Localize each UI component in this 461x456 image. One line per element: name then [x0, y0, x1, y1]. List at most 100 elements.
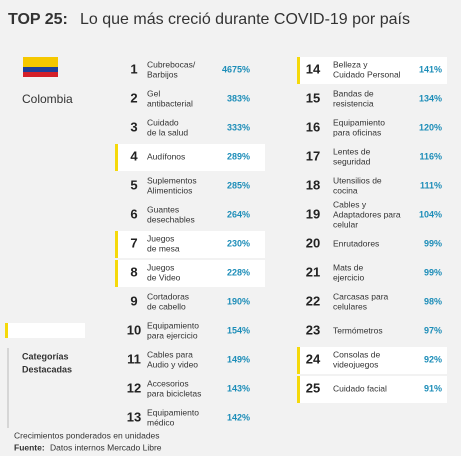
- item-value: 383%: [227, 93, 250, 103]
- item-label: para ejercicio: [147, 330, 198, 340]
- item-value: 141%: [419, 64, 442, 74]
- rank: 11: [127, 351, 141, 366]
- item-label: Carcasas para: [333, 291, 389, 301]
- rank: 3: [130, 119, 137, 134]
- legend-box: [5, 323, 85, 338]
- item-label: Cuidado Personal: [333, 69, 401, 79]
- rank: 23: [306, 322, 320, 337]
- highlight-box: [297, 347, 447, 374]
- item-label: Enrutadores: [333, 238, 379, 248]
- highlight-box: [297, 57, 447, 84]
- rank: 21: [306, 264, 320, 279]
- item-label: Guantes: [147, 204, 179, 214]
- rank: 2: [130, 90, 137, 105]
- rank: 7: [130, 235, 137, 250]
- item-label: Accesorios: [147, 378, 189, 388]
- rank: 12: [127, 380, 141, 395]
- rank: 14: [306, 61, 321, 76]
- item-value: 154%: [227, 325, 250, 335]
- item-label: desechables: [147, 214, 195, 224]
- rank: 5: [130, 177, 137, 192]
- rank: 10: [127, 322, 141, 337]
- item-value: 289%: [227, 151, 250, 161]
- rank: 16: [306, 119, 320, 134]
- item-label: ejercicio: [333, 272, 364, 282]
- highlight-bar: [115, 260, 118, 287]
- item-label: Cuidado: [147, 117, 179, 127]
- rank: 19: [306, 206, 320, 221]
- legend-text: Categorías: [22, 351, 69, 361]
- item-label: Consolas de: [333, 349, 381, 359]
- item-label: médico: [147, 417, 175, 427]
- highlight-bar: [297, 347, 300, 374]
- item-label: Audio y video: [147, 359, 198, 369]
- item-label: Audífonos: [147, 151, 185, 161]
- item-value: 149%: [227, 354, 250, 364]
- item-value: 264%: [227, 209, 250, 219]
- item-value: 91%: [424, 383, 442, 393]
- highlight-box: [115, 231, 265, 258]
- highlight-bar: [297, 376, 300, 403]
- rank: 6: [130, 206, 137, 221]
- rank: 9: [130, 293, 137, 308]
- rank: 13: [127, 409, 141, 424]
- item-label: Mats de: [333, 262, 364, 272]
- rank: 25: [306, 380, 320, 395]
- item-value: 333%: [227, 122, 250, 132]
- item-label: Adaptadores para: [333, 209, 401, 219]
- footer-source-label: Fuente:: [14, 442, 45, 452]
- item-label: seguridad: [333, 156, 371, 166]
- country: Colombia: [22, 92, 73, 106]
- title-bold: TOP 25:: [8, 11, 68, 28]
- item-value: 98%: [424, 296, 442, 306]
- item-value: 116%: [419, 151, 442, 161]
- item-label: de mesa: [147, 243, 180, 253]
- item-label: Alimenticios: [147, 185, 192, 195]
- item-value: 99%: [424, 267, 442, 277]
- rank: 8: [130, 264, 137, 279]
- item-value: 104%: [419, 209, 442, 219]
- item-label: cocina: [333, 185, 358, 195]
- item-value: 97%: [424, 325, 442, 335]
- item-label: Equipamiento: [333, 117, 385, 127]
- item-label: Cortadoras: [147, 291, 189, 301]
- item-value: 285%: [227, 180, 250, 190]
- item-value: 190%: [227, 296, 250, 306]
- highlight-bar: [115, 231, 118, 258]
- item-label: Juegos: [147, 262, 174, 272]
- rank: 17: [306, 148, 320, 163]
- item-label: para bicicletas: [147, 388, 201, 398]
- item-value: 92%: [424, 354, 442, 364]
- item-label: para oficinas: [333, 127, 381, 137]
- item-label: Cables y: [333, 199, 367, 209]
- legend-text: Destacadas: [22, 364, 72, 374]
- rank: 4: [130, 148, 138, 163]
- rank: 15: [306, 90, 320, 105]
- highlight-bar: [115, 144, 118, 171]
- item-value: 120%: [419, 122, 442, 132]
- item-label: Barbijos: [147, 69, 178, 79]
- item-value: 228%: [227, 267, 250, 277]
- flag: [23, 57, 58, 77]
- item-value: 230%: [227, 238, 250, 248]
- item-label: Gel: [147, 88, 160, 98]
- highlight-box: [297, 376, 447, 403]
- rank: 24: [306, 351, 321, 366]
- item-label: Suplementos: [147, 175, 197, 185]
- item-value: 134%: [419, 93, 442, 103]
- legend-bar: [5, 323, 8, 338]
- rank: 18: [306, 177, 320, 192]
- item-value: 99%: [424, 238, 442, 248]
- item-label: Utensilios de: [333, 175, 382, 185]
- rank: 1: [130, 61, 137, 76]
- item-label: Belleza y: [333, 59, 368, 69]
- item-label: de Video: [147, 272, 181, 282]
- footer-source: Datos internos Mercado Libre: [50, 442, 162, 452]
- item-label: videojuegos: [333, 359, 378, 369]
- item-value: 4675%: [222, 64, 250, 74]
- item-label: celulares: [333, 301, 367, 311]
- item-label: Equipamiento: [147, 320, 199, 330]
- item-label: Bandas de: [333, 88, 374, 98]
- item-label: resistencia: [333, 98, 374, 108]
